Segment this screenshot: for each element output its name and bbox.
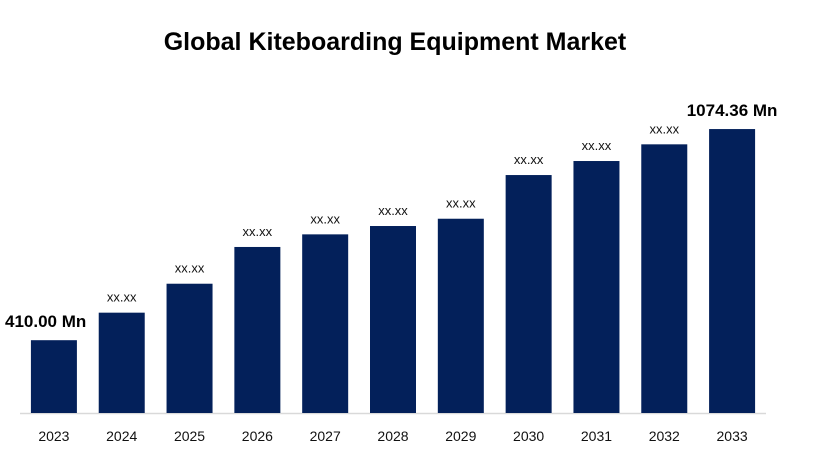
data-label-2026: xx.xx: [243, 224, 273, 239]
data-label-2030: xx.xx: [514, 152, 544, 167]
data-label-2032: xx.xx: [649, 121, 679, 136]
data-label-2024: xx.xx: [107, 290, 137, 305]
data-label-2033: 1074.36 Mn: [687, 101, 778, 120]
x-tick-label-2031: 2031: [581, 428, 612, 444]
bar-2033: [709, 129, 756, 413]
bar-2027: [302, 234, 349, 413]
x-tick-label-2032: 2032: [649, 428, 680, 444]
chart-title: Global Kiteboarding Equipment Market: [163, 28, 627, 56]
bar-2029: [437, 218, 484, 413]
x-tick-label-2025: 2025: [174, 428, 205, 444]
bar-2030: [505, 175, 552, 413]
bar-2032: [641, 144, 688, 413]
bar-2028: [370, 226, 416, 413]
x-tick-label-2029: 2029: [445, 428, 476, 444]
bar-2025: [166, 283, 213, 413]
data-label-2023: 410.00 Mn: [5, 312, 86, 331]
x-tick-label-2030: 2030: [513, 428, 544, 444]
x-tick-label-2023: 2023: [38, 428, 69, 444]
data-label-2029: xx.xx: [446, 196, 476, 211]
data-label-2027: xx.xx: [310, 211, 340, 226]
x-tick-label-2026: 2026: [242, 428, 273, 444]
bar-2023: [30, 340, 77, 413]
x-tick-label-2033: 2033: [717, 428, 748, 444]
data-label-2031: xx.xx: [582, 138, 612, 153]
x-tick-label-2027: 2027: [310, 428, 341, 444]
x-tick-label-2028: 2028: [377, 428, 408, 444]
data-label-2025: xx.xx: [175, 261, 205, 276]
bar-2024: [98, 312, 145, 413]
data-label-2028: xx.xx: [378, 203, 408, 218]
bar-2026: [234, 246, 281, 413]
bar-2031: [573, 161, 620, 413]
x-tick-label-2024: 2024: [106, 428, 137, 444]
